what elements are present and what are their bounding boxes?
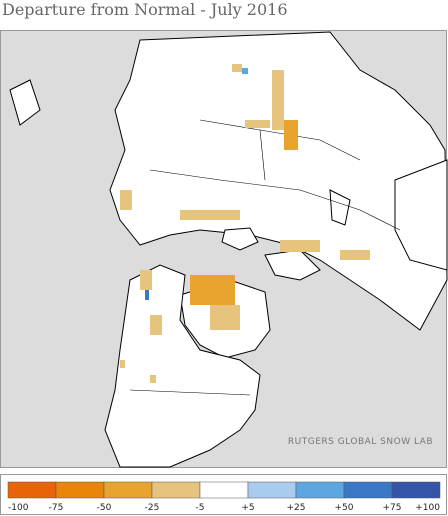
legend-label: -100 <box>8 503 29 513</box>
legend: -100 -75 -50 -25 -5 +5 +25 +50 +75 +100 <box>0 474 447 515</box>
legend-swatch <box>391 481 441 499</box>
legend-label: +50 <box>335 503 354 513</box>
title: Departure from Normal - July 2016 <box>2 0 288 19</box>
anomaly-patches <box>120 64 370 383</box>
legend-label: +5 <box>241 503 254 513</box>
legend-label: -50 <box>97 503 112 513</box>
map: RUTGERS GLOBAL SNOW LAB <box>0 30 448 468</box>
legend-swatch <box>343 481 393 499</box>
legend-swatch <box>7 481 57 499</box>
legend-label: -5 <box>196 503 205 513</box>
legend-label: -25 <box>145 503 160 513</box>
legend-label: +100 <box>415 503 440 513</box>
legend-swatch <box>103 481 153 499</box>
credit: RUTGERS GLOBAL SNOW LAB <box>288 437 433 447</box>
legend-swatch <box>247 481 297 499</box>
legend-swatch <box>199 481 249 499</box>
legend-label: +25 <box>287 503 306 513</box>
legend-swatch <box>55 481 105 499</box>
legend-swatch <box>295 481 345 499</box>
legend-label: +75 <box>383 503 402 513</box>
legend-label: -75 <box>49 503 64 513</box>
legend-swatch <box>151 481 201 499</box>
